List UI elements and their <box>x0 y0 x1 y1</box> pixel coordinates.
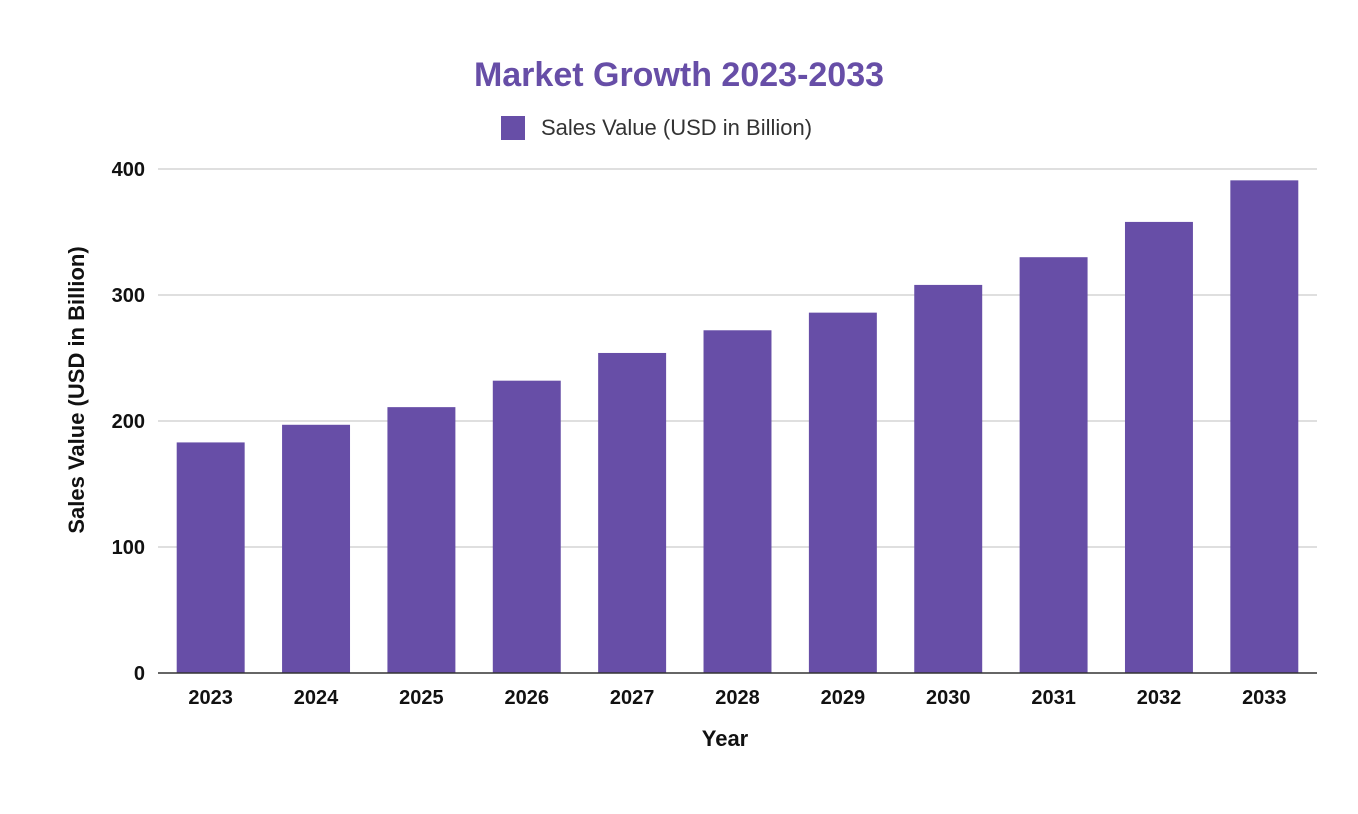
x-tick-label: 2023 <box>188 687 233 709</box>
y-tick-label: 100 <box>112 537 145 559</box>
bars <box>176 180 1299 674</box>
bar <box>703 330 772 673</box>
chart-title: Market Growth 2023-2033 <box>474 56 884 94</box>
x-tick-label: 2026 <box>505 687 550 709</box>
y-tick-label: 0 <box>134 663 145 685</box>
x-tick-label: 2025 <box>399 687 444 709</box>
y-tick-label: 200 <box>112 411 145 433</box>
bar <box>492 380 561 673</box>
bar <box>1230 180 1299 673</box>
x-tick-label: 2030 <box>926 687 971 709</box>
bar <box>387 407 456 673</box>
axes: 0 100 200 300 400 2023 2024 2025 2026 2027 2028 202… <box>112 159 1317 709</box>
y-tick-label: 300 <box>112 285 145 307</box>
x-tick-label: 2031 <box>1031 687 1076 709</box>
x-axis-title: Year <box>702 726 749 751</box>
x-tick-label: 2032 <box>1137 687 1182 709</box>
x-tick-label: 2029 <box>821 687 866 709</box>
y-tick-label: 400 <box>112 159 145 181</box>
bar <box>282 424 351 673</box>
y-axis-title: Sales Value (USD in Billion) <box>64 246 89 533</box>
x-tick-label: 2027 <box>610 687 655 709</box>
legend: Sales Value (USD in Billion) <box>501 115 812 140</box>
bar <box>914 284 983 673</box>
legend-swatch <box>501 116 525 140</box>
bar <box>598 352 667 673</box>
x-tick-label: 2024 <box>294 687 339 709</box>
legend-label: Sales Value (USD in Billion) <box>541 115 812 140</box>
bar <box>1124 221 1193 674</box>
x-tick-label: 2033 <box>1242 687 1287 709</box>
bar <box>1019 257 1088 673</box>
bar <box>808 312 877 673</box>
x-tick-label: 2028 <box>715 687 760 709</box>
bar <box>176 442 245 673</box>
